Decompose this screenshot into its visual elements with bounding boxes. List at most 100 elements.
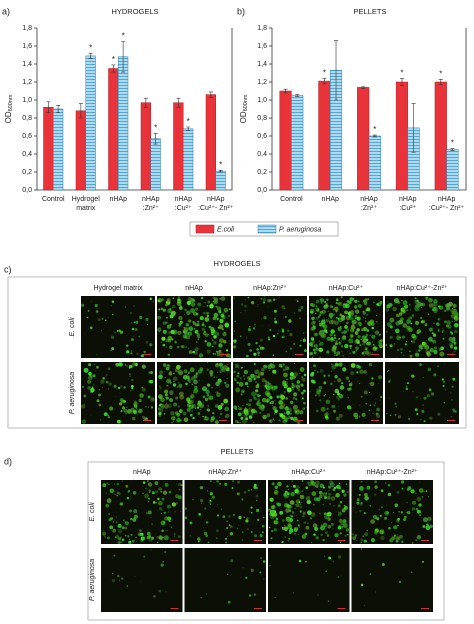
x-tick-label: nHAp:Zn²⁺	[142, 196, 160, 212]
fluorescence-spot	[138, 335, 141, 338]
fluorescence-spot	[273, 520, 278, 525]
fluorescence-spot	[430, 392, 434, 396]
error-bar	[295, 94, 300, 97]
fluorescence-spot	[97, 318, 101, 322]
fluorescence-spot	[432, 339, 437, 344]
fluorescence-spot	[206, 342, 212, 347]
fluorescence-spot	[360, 583, 364, 587]
fluorescence-spot	[311, 491, 317, 497]
fluorescence-spot	[129, 390, 132, 392]
fluorescence-spot	[160, 341, 163, 344]
fluorescence-spot	[121, 480, 124, 482]
fluorescence-spot	[126, 496, 129, 500]
fluorescence-spot	[199, 403, 205, 409]
fluorescence-spot	[206, 311, 210, 315]
fluorescence-spot	[328, 493, 331, 496]
fluorescence-spot	[288, 319, 292, 323]
fluorescence-spot	[319, 329, 325, 335]
fluorescence-spot	[301, 377, 306, 382]
fluorescence-spot	[437, 365, 439, 368]
fluorescence-spot	[292, 484, 296, 488]
fluorescence-spot	[215, 305, 218, 308]
fluorescence-spot	[161, 529, 164, 533]
fluorescence-spot	[175, 364, 181, 370]
fluorescence-spot	[446, 320, 451, 325]
fluorescence-spot	[305, 406, 307, 408]
fluorescence-spot	[349, 297, 354, 301]
fluorescence-spot	[368, 362, 372, 367]
fluorescence-spot	[138, 408, 143, 414]
fluorescence-spot	[173, 376, 178, 381]
fluorescence-spot	[170, 345, 172, 347]
fluorescence-spot	[219, 385, 220, 387]
fluorescence-spot	[285, 508, 290, 513]
fluorescence-spot	[331, 499, 333, 501]
fluorescence-spot	[363, 492, 368, 497]
fluorescence-spot	[451, 320, 453, 322]
fluorescence-spot	[311, 541, 313, 544]
significance-mark: *	[112, 55, 115, 64]
fluorescence-spot	[334, 320, 339, 326]
fluorescence-spot	[427, 516, 432, 521]
fluorescence-spot	[254, 369, 259, 375]
fluorescence-spot	[272, 369, 277, 374]
fluorescence-spot	[337, 378, 342, 383]
fluorescence-spot	[131, 350, 133, 352]
fluorescence-spot	[240, 416, 244, 420]
fluorescence-spot	[158, 308, 161, 311]
fluorescence-spot	[246, 354, 249, 358]
fluorescence-spot	[387, 492, 392, 497]
fluorescence-spot	[276, 395, 280, 399]
fluorescence-spot	[209, 370, 214, 375]
fluorescence-spot	[299, 344, 302, 347]
y-tick-label: 1,8	[22, 25, 32, 32]
fluorescence-spot	[445, 306, 451, 311]
error-bar	[399, 78, 404, 86]
fluorescence-spot	[299, 510, 302, 513]
fluorescence-spot	[199, 486, 203, 490]
fluorescence-spot	[240, 407, 243, 410]
fluorescence-spot	[341, 489, 345, 493]
y-tick-label: 0,0	[257, 187, 267, 194]
fluorescence-spot	[427, 313, 430, 316]
fluorescence-spot	[281, 541, 283, 544]
fluorescence-spot	[338, 301, 343, 306]
fluorescence-spot	[406, 511, 408, 514]
fluorescence-spot	[257, 398, 261, 402]
fluorescence-spot	[433, 308, 438, 314]
fluorescence-spot	[123, 386, 126, 389]
fluorescence-spot	[227, 536, 228, 537]
fluorescence-spot	[124, 364, 127, 366]
fluorescence-spot	[102, 483, 107, 488]
fluorescence-spot	[277, 329, 280, 332]
fluorescence-spot	[260, 507, 262, 509]
fluorescence-spot	[180, 484, 183, 487]
fluorescence-spot	[355, 332, 359, 336]
fluorescence-spot	[229, 532, 234, 536]
fluorescence-spot	[337, 504, 341, 508]
fluorescence-spot	[202, 415, 204, 418]
fluorescence-spot	[283, 503, 289, 508]
fluorescence-spot	[339, 501, 343, 504]
fluorescence-spot	[428, 303, 433, 307]
fluorescence-spot	[298, 378, 300, 380]
fluorescence-spot	[205, 389, 210, 395]
y-tick-label: 0,4	[257, 151, 267, 158]
error-bar	[372, 134, 377, 138]
fluorescence-spot	[233, 370, 236, 374]
micrograph	[309, 362, 383, 424]
fluorescence-spot	[314, 312, 317, 315]
fluorescence-spot	[406, 319, 412, 324]
fluorescence-spot	[290, 400, 294, 404]
fluorescence-spot	[303, 407, 305, 409]
fluorescence-spot	[384, 510, 390, 516]
fluorescence-spot	[176, 385, 179, 389]
fluorescence-spot	[145, 487, 147, 490]
fluorescence-spot	[281, 336, 284, 339]
panel-d-frame	[87, 461, 445, 621]
fluorescence-spot	[270, 537, 273, 539]
fluorescence-spot	[387, 370, 389, 372]
fluorescence-spot	[201, 502, 203, 504]
fluorescence-spot	[291, 384, 295, 389]
fluorescence-spot	[234, 363, 240, 369]
